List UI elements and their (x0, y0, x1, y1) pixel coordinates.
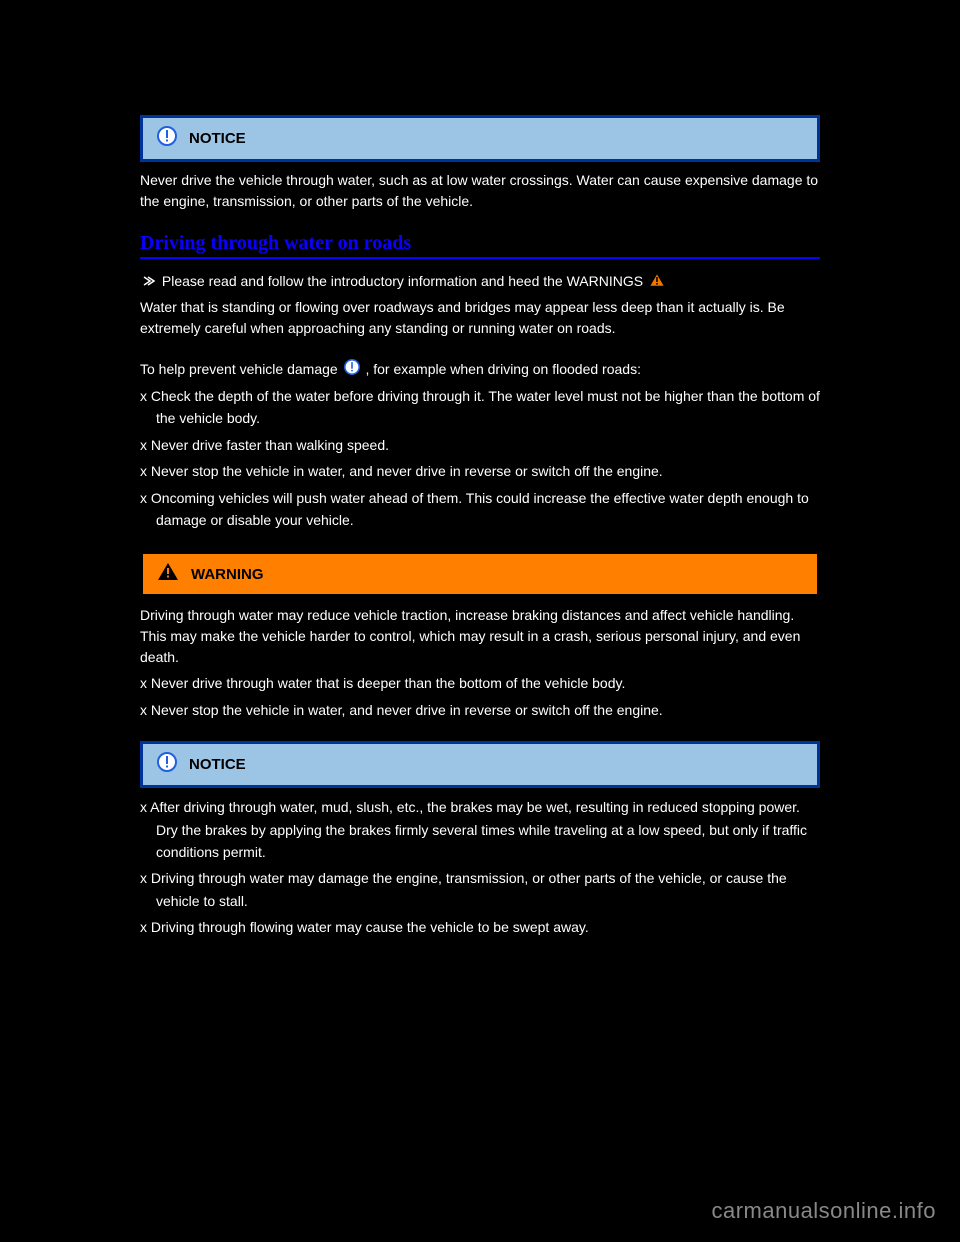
list-item: Never drive faster than walking speed. (140, 434, 820, 456)
warning-bar: WARNING (140, 551, 820, 597)
section-para-2: Water that is standing or flowing over r… (140, 297, 820, 339)
intro-text-1a: Please read and follow the introductory … (162, 273, 643, 289)
watermark-text: carmanualsonline.info (711, 1198, 936, 1224)
inline-notice-icon (344, 359, 360, 381)
para3-text-a: To help prevent vehicle damage (140, 361, 338, 377)
notice-1-text: Never drive the vehicle through water, s… (140, 170, 820, 212)
section-heading: Driving through water on roads (140, 232, 820, 255)
para3-text-b: , for example when driving on flooded ro… (365, 361, 641, 377)
section-bullets: Check the depth of the water before driv… (140, 385, 820, 531)
section-intro-line: Please read and follow the introductory … (140, 271, 820, 293)
section-para-3: To help prevent vehicle damage , for exa… (140, 359, 820, 381)
warning-triangle-icon (157, 562, 179, 586)
list-item: Check the depth of the water before driv… (140, 385, 820, 430)
notice-bar-1: NOTICE (140, 115, 820, 162)
warning-text: Driving through water may reduce vehicle… (140, 605, 820, 668)
inline-warning-triangle-icon (649, 272, 665, 293)
list-item: Never stop the vehicle in water, and nev… (140, 460, 820, 482)
list-item: After driving through water, mud, slush,… (140, 796, 820, 863)
warning-bullets: Never drive through water that is deeper… (140, 672, 820, 721)
notice-icon (157, 752, 177, 777)
notice-2-bullets: After driving through water, mud, slush,… (140, 796, 820, 938)
forward-arrow-icon (142, 272, 156, 293)
list-item: Oncoming vehicles will push water ahead … (140, 487, 820, 532)
warning-label: WARNING (191, 566, 264, 583)
notice-label-1: NOTICE (189, 130, 246, 147)
list-item: Driving through water may damage the eng… (140, 867, 820, 912)
notice-icon (157, 126, 177, 151)
heading-rule (140, 257, 820, 259)
notice-label-2: NOTICE (189, 756, 246, 773)
list-item: Never drive through water that is deeper… (140, 672, 820, 694)
list-item: Never stop the vehicle in water, and nev… (140, 699, 820, 721)
notice-bar-2: NOTICE (140, 741, 820, 788)
list-item: Driving through flowing water may cause … (140, 916, 820, 938)
